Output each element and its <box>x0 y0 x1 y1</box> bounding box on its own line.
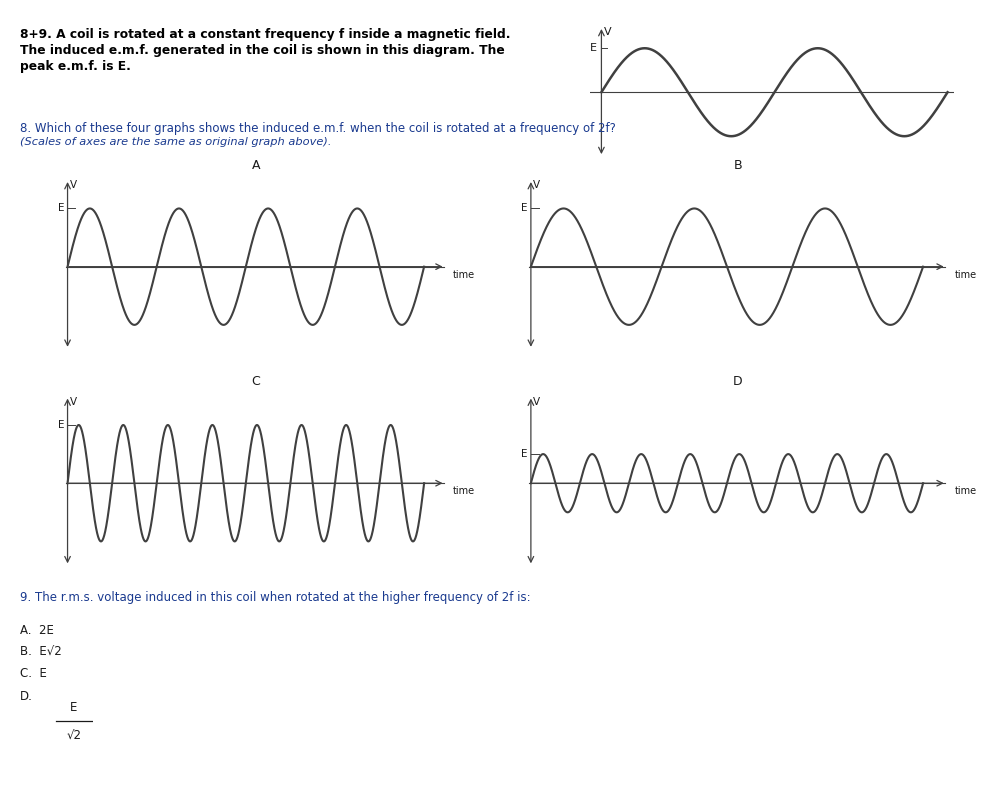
Text: √2: √2 <box>66 729 82 743</box>
Text: B.  E√2: B. E√2 <box>20 646 61 658</box>
Text: B: B <box>734 159 742 172</box>
Text: time: time <box>453 486 474 496</box>
Text: The induced e.m.f. generated in the coil is shown in this diagram. The: The induced e.m.f. generated in the coil… <box>20 44 505 57</box>
Text: A.  2E: A. 2E <box>20 624 53 637</box>
Text: C.  E: C. E <box>20 667 46 680</box>
Text: E: E <box>58 204 64 213</box>
Text: V: V <box>70 180 77 190</box>
Text: time: time <box>954 269 976 280</box>
Text: E: E <box>58 420 64 430</box>
Text: C: C <box>252 375 260 388</box>
Text: V: V <box>533 397 540 407</box>
Text: 8+9. A coil is rotated at a constant frequency f inside a magnetic field.: 8+9. A coil is rotated at a constant fre… <box>20 28 510 41</box>
Text: E: E <box>589 43 596 53</box>
Text: E: E <box>521 204 527 213</box>
Text: peak e.m.f. is E.: peak e.m.f. is E. <box>20 60 131 73</box>
Text: 8. Which of these four graphs shows the induced e.m.f. when the coil is rotated : 8. Which of these four graphs shows the … <box>20 122 616 135</box>
Text: D.: D. <box>20 690 32 703</box>
Text: A: A <box>252 159 260 172</box>
Text: time: time <box>453 269 474 280</box>
Text: V: V <box>604 26 612 37</box>
Text: E: E <box>70 700 78 714</box>
Text: time: time <box>954 486 976 496</box>
Text: V: V <box>70 397 77 407</box>
Text: E: E <box>521 449 527 459</box>
Text: 9. The r.m.s. voltage induced in this coil when rotated at the higher frequency : 9. The r.m.s. voltage induced in this co… <box>20 591 530 604</box>
Text: D: D <box>733 375 743 388</box>
Text: (Scales of axes are the same as original graph above).: (Scales of axes are the same as original… <box>20 137 332 147</box>
Text: V: V <box>533 180 540 190</box>
